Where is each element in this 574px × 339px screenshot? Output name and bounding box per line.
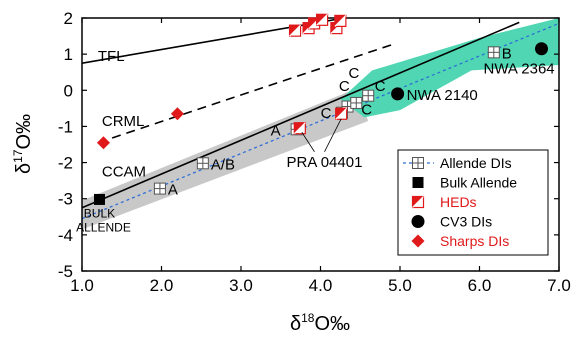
annotation-c: C xyxy=(321,105,332,122)
annotation-c: C xyxy=(361,101,372,118)
x-tick-label: 5.0 xyxy=(388,276,412,295)
annotation-c: C xyxy=(348,65,359,82)
y-tick-label: -3 xyxy=(58,190,73,209)
y-tick-label: -4 xyxy=(58,226,73,245)
legend-marker-cv3-dis xyxy=(411,215,425,228)
point-label-bulk: BULK xyxy=(84,206,115,220)
point-sharps-dis xyxy=(170,107,184,121)
point-allende-dis xyxy=(487,46,500,59)
y-axis-label-sup: 17 xyxy=(11,149,25,163)
x-tick-label: 4.0 xyxy=(309,276,333,295)
y-axis-label-base: δ xyxy=(13,163,35,174)
point-heds xyxy=(334,14,347,27)
legend-label: Bulk Allende xyxy=(440,175,517,191)
x-axis-label: δ18O‰ xyxy=(290,311,350,335)
reference-line-ccam xyxy=(82,21,520,209)
x-tick-label: 6.0 xyxy=(468,276,492,295)
point-allende-dis xyxy=(153,182,166,195)
annotation-c: C xyxy=(339,78,350,95)
line-label-crml: CRML xyxy=(102,113,145,130)
annotation-c: C xyxy=(375,78,386,95)
y-tick-label: 0 xyxy=(64,81,73,100)
point-allende-dis xyxy=(196,157,209,170)
point-bulk-allende xyxy=(93,193,105,205)
legend-label: CV3 DIs xyxy=(440,214,492,230)
y-tick-label: 1 xyxy=(64,45,73,64)
point-label-nwa2364: NWA 2364 xyxy=(484,61,555,78)
point-allende-dis xyxy=(362,89,375,102)
point-label: A xyxy=(271,122,281,139)
y-tick-label: -5 xyxy=(58,262,73,281)
legend-marker-allende-dis xyxy=(412,157,424,169)
annotation-pra: PRA 04401 xyxy=(287,154,363,171)
legend-label: Sharps DIs xyxy=(440,233,509,249)
y-tick-label: -1 xyxy=(58,117,73,136)
point-label: A xyxy=(168,182,178,199)
y-axis-label: δ17O‰ xyxy=(11,114,35,174)
point-label: B xyxy=(502,45,512,62)
legend-marker-sharps-dis xyxy=(411,234,425,248)
point-label-allende: ALLENDE xyxy=(76,220,131,234)
legend-label: HEDs xyxy=(440,194,477,210)
point-heds xyxy=(315,13,329,26)
x-tick-label: 1.0 xyxy=(70,276,94,295)
legend-marker-heds xyxy=(411,195,425,209)
point-heds xyxy=(293,122,306,135)
pra-leader-line xyxy=(324,118,342,152)
x-axis-label-rest: O‰ xyxy=(314,313,350,335)
y-tick-label: -2 xyxy=(58,154,73,173)
x-tick-label: 2.0 xyxy=(150,276,174,295)
data-points xyxy=(93,13,549,205)
point-heds xyxy=(288,24,302,37)
x-axis-label-sup: 18 xyxy=(301,311,315,325)
pra-leader-line xyxy=(301,132,315,152)
point-sharps-dis xyxy=(96,136,110,150)
point-heds xyxy=(335,107,348,120)
y-axis-label-rest: O‰ xyxy=(13,114,35,150)
line-label-tfl: TFL xyxy=(98,48,125,65)
point-cv3-dis xyxy=(391,87,405,101)
legend-marker-bulk-allende xyxy=(412,177,424,188)
line-labels: TFL CRML CCAM xyxy=(98,48,146,181)
reference-line-crml xyxy=(97,42,397,144)
x-tick-label: 3.0 xyxy=(229,276,253,295)
y-tick-label: 2 xyxy=(64,9,73,28)
x-axis-label-base: δ xyxy=(290,313,301,335)
legend: Allende DIs Bulk Allende HEDs CV3 DIs Sharps… xyxy=(397,149,549,256)
point-label: A/B xyxy=(211,156,235,173)
x-tick-label: 7.0 xyxy=(547,276,571,295)
axis-ticks: 1.0 2.0 3.0 4.0 5.0 6.0 7.0 -5 -4 -3 -2 -1 0 1 2 xyxy=(58,9,571,295)
legend-label: Allende DIs xyxy=(440,155,512,171)
point-allende-dis xyxy=(350,96,363,109)
point-label-nwa2140: NWA 2140 xyxy=(407,87,478,104)
point-cv3-dis xyxy=(535,42,549,56)
line-label-ccam: CCAM xyxy=(102,164,146,181)
